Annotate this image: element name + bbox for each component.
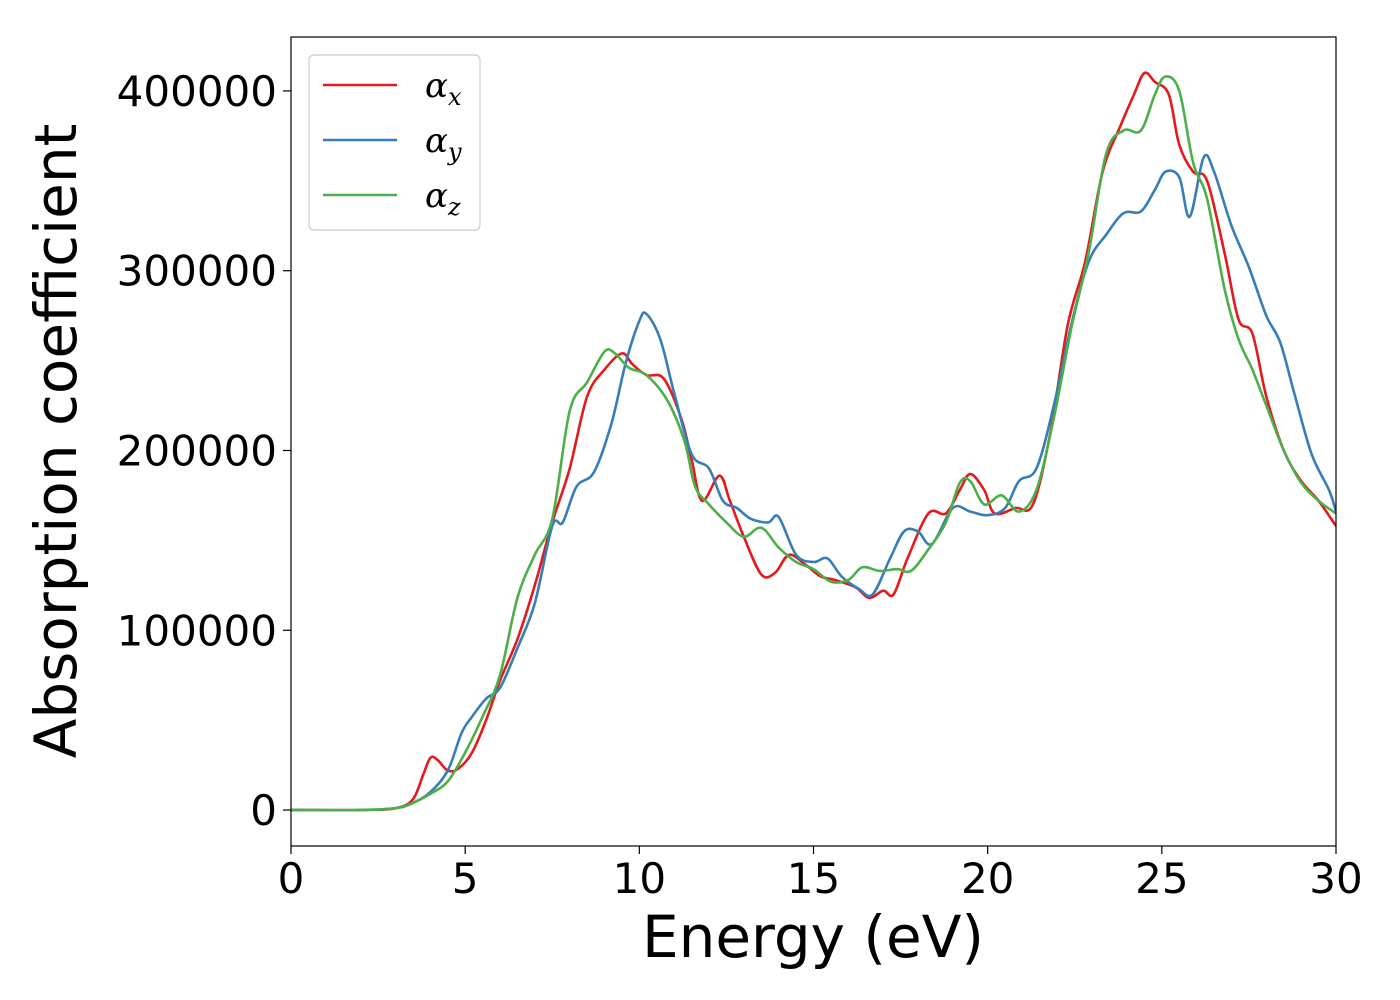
y-tick-label: 0 <box>250 786 277 835</box>
x-tick-label: 10 <box>613 854 666 903</box>
legend-label-base: α <box>425 66 448 106</box>
legend-label-subscript: z <box>447 193 461 221</box>
y-axis: 0 100000 200000 300000 400000 <box>117 67 291 835</box>
y-tick-label: 200000 <box>117 426 277 475</box>
y-tick-label: 400000 <box>117 67 277 116</box>
x-axis: 0 5 10 15 20 25 30 <box>278 846 1363 903</box>
legend-label-z: αz <box>425 176 461 221</box>
legend-label-base: α <box>425 176 448 216</box>
series-layer <box>291 71 1336 812</box>
y-axis-title: Absorption coefficient <box>22 124 90 759</box>
y-tick-label: 100000 <box>117 606 277 655</box>
legend-box <box>308 54 481 231</box>
x-tick-label: 5 <box>452 854 479 903</box>
legend-label-base: α <box>425 121 448 161</box>
legend-label-x: αx <box>425 66 462 111</box>
legend-label-subscript: x <box>448 83 462 111</box>
legend-label-subscript: y <box>447 138 462 166</box>
x-tick-label: 15 <box>787 854 840 903</box>
x-tick-label: 25 <box>1135 854 1188 903</box>
x-tick-label: 0 <box>278 854 305 903</box>
y-tick-label: 300000 <box>117 247 277 296</box>
x-axis-title: Energy (eV) <box>642 903 984 971</box>
x-tick-label: 20 <box>961 854 1014 903</box>
legend-label-y: αy <box>425 121 462 166</box>
x-tick-label: 30 <box>1309 854 1362 903</box>
series-line-y <box>291 153 1336 812</box>
series-line-z <box>291 75 1336 812</box>
